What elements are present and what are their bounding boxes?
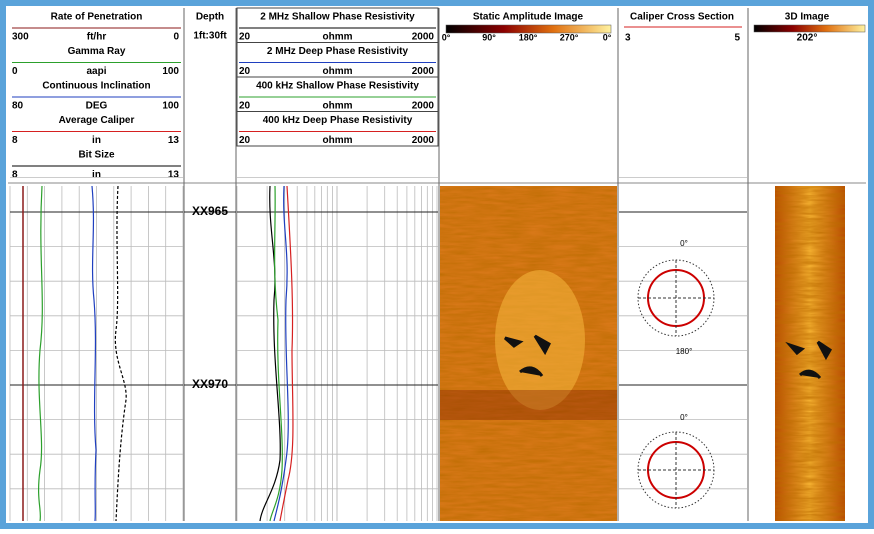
track-title: Gamma Ray [68,46,126,57]
scale-min: 8 [12,135,18,146]
scale-max: 0 [173,32,179,43]
3d-image [775,186,845,521]
depth-label: XX965 [192,204,228,218]
scale-min: 300 [12,32,29,43]
track-title: Continuous Inclination [42,81,150,92]
track-title: 400 kHz Shallow Phase Resistivity [256,81,419,92]
scale-min: 20 [239,32,251,43]
image3d-label: 202° [797,33,818,44]
scale-max: 13 [168,135,180,146]
track-title: 400 kHz Deep Phase Resistivity [263,115,413,126]
track-title: Average Caliper [59,115,135,126]
log-display: Depth 1ft:30ft Static Amplitude Image Ca… [0,0,874,529]
scale-max: 100 [162,66,179,77]
scale-min: 20 [239,66,251,77]
caliper-title: Caliper Cross Section [630,12,734,23]
angle-label: 0° [680,239,688,248]
depth-label: XX970 [192,377,228,391]
colorbar-tick: 0° [603,32,612,42]
scale-unit: in [92,135,101,146]
colorbar-tick: 270° [560,32,579,42]
scale-min: 20 [239,135,251,146]
scale-unit: DEG [86,101,108,112]
scale-max: 2000 [412,101,435,112]
track-title: 2 MHz Deep Phase Resistivity [267,46,409,57]
colorbar-tick: 0° [442,32,451,42]
track-title: Rate of Penetration [51,12,143,23]
scale-min: 80 [12,101,24,112]
static-image [440,186,617,521]
scale-min: 8 [12,170,18,181]
scale-min: 0 [12,66,18,77]
colorbar-tick: 90° [482,32,496,42]
colorbar [754,25,865,32]
scale-unit: ft/hr [87,32,107,43]
colorbar-tick: 180° [519,32,538,42]
track-title: 2 MHz Shallow Phase Resistivity [260,12,415,23]
scale-unit: ohmm [323,101,353,112]
caliper-max: 5 [734,33,740,44]
angle-label: 0° [680,413,688,422]
scale-max: 2000 [412,66,435,77]
scale-max: 2000 [412,32,435,43]
scale-max: 100 [162,101,179,112]
scale-unit: ohmm [323,135,353,146]
scale-unit: aapi [86,66,106,77]
scale-unit: ohmm [323,66,353,77]
track-title: Bit Size [78,150,115,161]
scale-max: 13 [168,170,180,181]
scale-unit: in [92,170,101,181]
scale-min: 20 [239,101,251,112]
depth-title: Depth [196,12,224,23]
caliper-min: 3 [625,33,631,44]
angle-label: 180° [676,347,693,356]
image3d-title: 3D Image [785,12,830,23]
depth-scale: 1ft:30ft [193,31,227,42]
scale-max: 2000 [412,135,435,146]
image-title: Static Amplitude Image [473,12,584,23]
scale-unit: ohmm [323,32,353,43]
